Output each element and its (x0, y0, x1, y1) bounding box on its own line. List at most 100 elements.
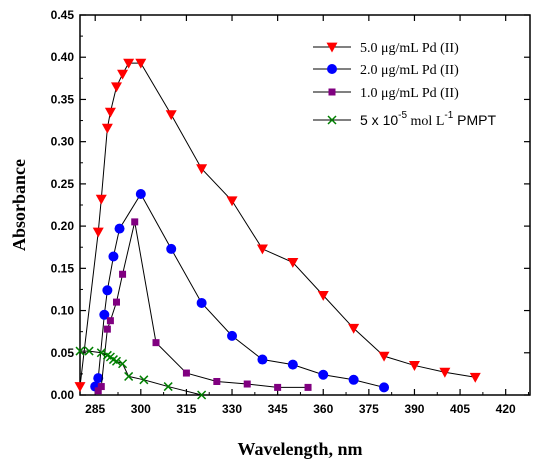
y-tick-label: 0.20 (51, 219, 75, 233)
x-tick-label: 420 (496, 402, 516, 416)
y-tick-label: 0.00 (51, 388, 75, 402)
data-point (102, 285, 113, 296)
data-point (124, 371, 134, 381)
series-pmpt (75, 346, 207, 400)
data-point (117, 69, 129, 80)
data-point (163, 382, 173, 392)
legend-marker (328, 88, 336, 96)
y-tick-label: 0.25 (51, 177, 75, 191)
data-point (103, 325, 111, 333)
data-point (256, 244, 268, 255)
legend: 5.0 μg/mL Pd (II) 2.0 μg/mL Pd (II) 1.0 … (313, 41, 497, 129)
data-point (93, 373, 104, 384)
data-point (182, 369, 190, 377)
data-point (378, 351, 390, 362)
data-point (101, 123, 113, 134)
series-5ug (74, 58, 481, 393)
data-point (304, 383, 312, 391)
y-axis: 0.00 0.05 0.10 0.15 0.20 0.25 0.30 0.35 0.40 0.45 (51, 8, 530, 402)
data-point (110, 82, 122, 93)
data-point (84, 346, 94, 356)
legend-marker (326, 42, 338, 53)
y-tick-label: 0.10 (51, 304, 75, 318)
data-point (131, 218, 139, 226)
data-point (213, 377, 221, 385)
data-point (348, 374, 359, 385)
legend-label-2ug: 2.0 μg/mL Pd (II) (360, 63, 459, 78)
data-point (196, 164, 208, 175)
y-tick-label: 0.35 (51, 92, 75, 106)
x-axis-title: Wavelength, nm (237, 439, 362, 459)
y-tick-label: 0.05 (51, 346, 75, 360)
x-tick-label: 345 (268, 402, 288, 416)
legend-marker (327, 115, 337, 125)
data-point (114, 223, 125, 234)
data-point (119, 270, 127, 278)
series-line (79, 62, 476, 387)
data-point (165, 110, 177, 121)
data-point (226, 196, 238, 207)
data-point (227, 330, 238, 341)
legend-pmpt-unit: mol L (407, 114, 444, 129)
x-tick-label: 315 (176, 402, 196, 416)
data-point (469, 372, 481, 383)
data-point (123, 58, 135, 69)
series-layer (74, 58, 481, 400)
data-point (257, 354, 268, 365)
x-tick-label: 285 (85, 402, 105, 416)
data-point (274, 383, 282, 391)
data-point (439, 367, 451, 378)
x-tick-label: 300 (131, 402, 151, 416)
legend-label-1ug: 1.0 μg/mL Pd (II) (360, 86, 459, 101)
legend-markers (313, 42, 351, 125)
data-point (152, 339, 160, 347)
data-point (139, 375, 149, 385)
data-point (74, 382, 86, 393)
data-point (196, 297, 207, 308)
x-tick-label: 375 (359, 402, 379, 416)
data-point (166, 243, 177, 254)
data-point (287, 359, 298, 370)
x-tick-label: 330 (222, 402, 242, 416)
legend-pmpt-exp2: -1 (444, 110, 453, 121)
data-point (104, 107, 116, 118)
data-point (96, 348, 106, 358)
y-axis-title: Absorbance (9, 159, 29, 251)
legend-label-pmpt: 5 x 10-5 mol L-1 PMPT (360, 110, 497, 129)
y-tick-label: 0.45 (51, 8, 75, 22)
data-point (135, 189, 146, 200)
y-tick-label: 0.30 (51, 135, 75, 149)
data-point (197, 390, 207, 400)
x-axis: 285 300 315 330 345 360 375 390 405 420 (85, 15, 529, 416)
data-point (94, 387, 102, 395)
data-point (408, 361, 420, 371)
legend-marker (327, 64, 337, 74)
data-point (118, 359, 128, 369)
data-point (135, 58, 147, 69)
series-line (94, 193, 385, 388)
data-point (112, 298, 120, 306)
series-1ug (94, 218, 312, 395)
plot-frame (79, 14, 531, 396)
data-point (75, 346, 85, 356)
y-tick-label: 0.15 (51, 261, 75, 275)
data-point (108, 251, 119, 262)
data-point (287, 258, 299, 268)
legend-pmpt-tail: PMPT (453, 112, 496, 128)
data-point (243, 380, 251, 388)
data-point (97, 383, 105, 391)
x-tick-label: 360 (313, 402, 333, 416)
data-point (317, 290, 329, 301)
data-point (106, 317, 114, 325)
data-point (318, 369, 329, 380)
data-point (111, 356, 122, 366)
series-2ug (90, 189, 390, 393)
data-point (92, 227, 104, 238)
legend-pmpt-exp: -5 (398, 110, 407, 121)
data-point (379, 382, 390, 393)
data-point (99, 309, 110, 320)
data-point (95, 194, 107, 205)
x-tick-label: 390 (404, 402, 424, 416)
x-tick-label: 405 (450, 402, 470, 416)
